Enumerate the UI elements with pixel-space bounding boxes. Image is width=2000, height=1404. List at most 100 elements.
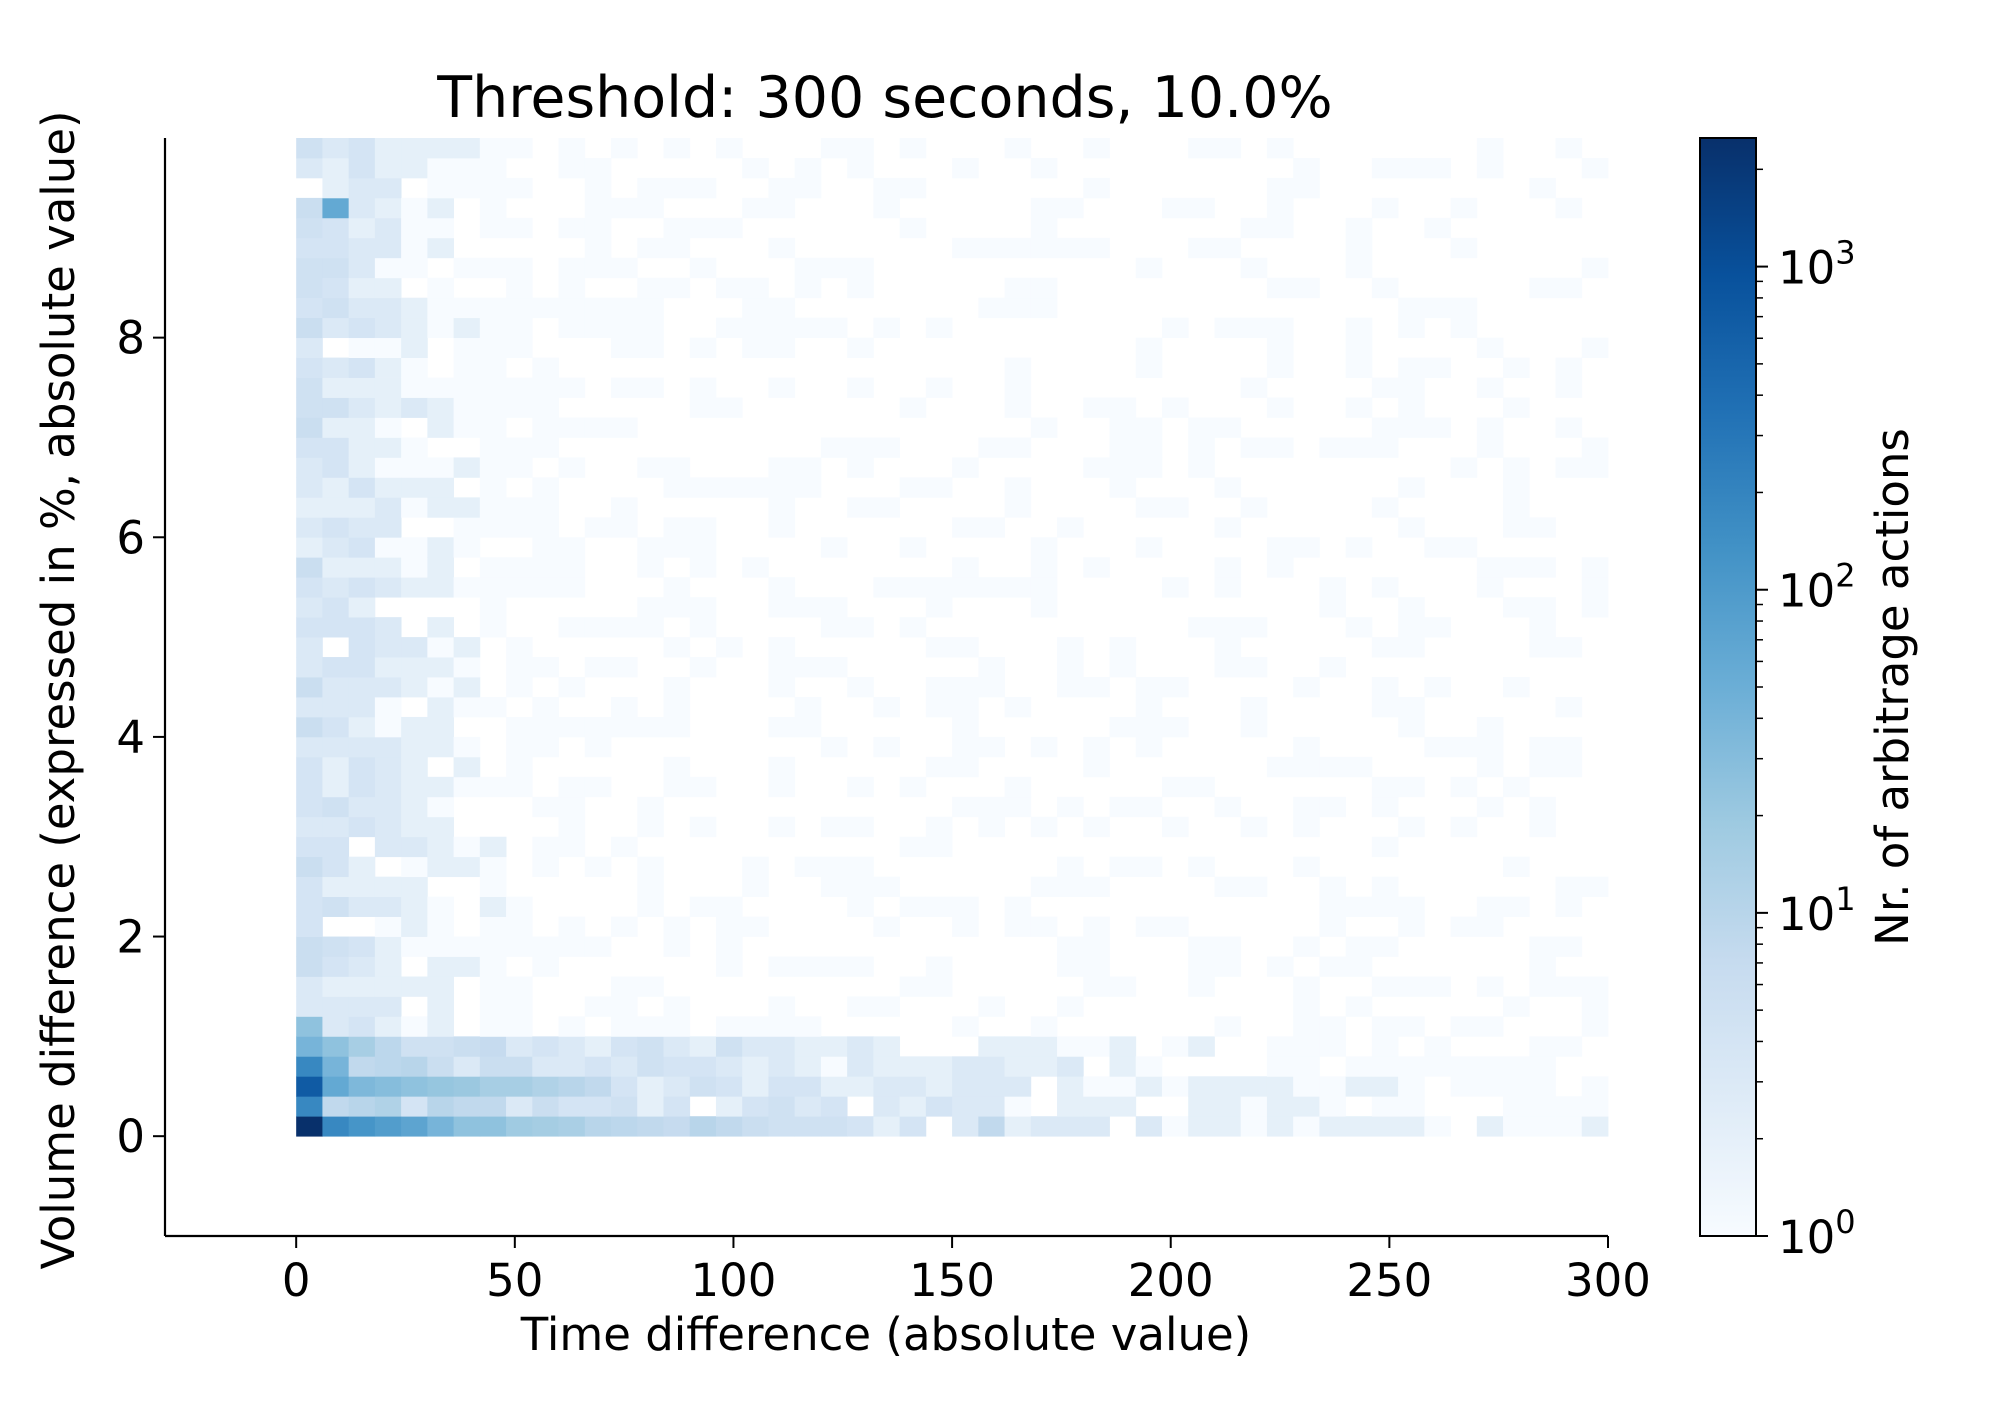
heatmap-cell [1581, 876, 1609, 898]
heatmap-cell [689, 337, 717, 358]
heatmap-cell [1057, 677, 1084, 698]
heatmap-cell [401, 257, 428, 279]
heatmap-cell [1083, 1036, 1110, 1057]
heatmap-cell [768, 457, 796, 478]
heatmap-cell [715, 138, 743, 159]
heatmap-cell [925, 836, 953, 858]
heatmap-cell [1293, 996, 1320, 1017]
heatmap-cell [689, 177, 717, 199]
heatmap-cell [558, 417, 586, 438]
heatmap-cell [348, 1056, 376, 1077]
y-axis-ticks: 0 2 4 6 8 [116, 312, 165, 1163]
heatmap-cell [1083, 916, 1110, 937]
heatmap-cell [348, 477, 376, 498]
heatmap-cell [1030, 577, 1058, 598]
heatmap-cell [374, 736, 402, 758]
heatmap-cell [847, 876, 874, 898]
heatmap-cell [1057, 197, 1084, 219]
heatmap-cell [558, 537, 586, 558]
heatmap-cell [374, 277, 402, 299]
heatmap-cell [348, 417, 376, 438]
heatmap-cell [820, 437, 848, 458]
heatmap-cell [453, 736, 481, 758]
heatmap-cell [873, 197, 901, 219]
heatmap-cell [742, 557, 769, 578]
heatmap-cell [689, 257, 717, 279]
heatmap-cell [637, 317, 664, 339]
heatmap-cell [794, 856, 822, 878]
heatmap-cell [322, 457, 350, 478]
heatmap-cell [1450, 916, 1478, 937]
heatmap-cell [715, 1056, 743, 1077]
heatmap-cell [820, 138, 848, 159]
heatmap-cell [532, 357, 559, 378]
heatmap-cell [427, 197, 454, 219]
heatmap-cell [689, 377, 717, 398]
heatmap-cell [1188, 1116, 1215, 1137]
heatmap-cell [952, 677, 979, 698]
heatmap-cell [611, 417, 638, 438]
heatmap-cell [1161, 1036, 1189, 1057]
heatmap-cell [322, 796, 350, 818]
heatmap-cell [296, 936, 323, 957]
heatmap-cell [742, 1036, 769, 1057]
heatmap-cell [820, 1056, 848, 1077]
heatmap-cell [1083, 1116, 1110, 1137]
heatmap-cell [506, 936, 533, 957]
heatmap-cell [584, 157, 612, 179]
heatmap-cell [637, 1016, 664, 1037]
heatmap-cell [453, 1096, 481, 1117]
heatmap-cell [374, 337, 402, 358]
heatmap-cell [637, 716, 664, 738]
x-tick-label: 0 [282, 1254, 311, 1307]
heatmap-cell [873, 177, 901, 199]
heatmap-cell [1345, 956, 1373, 977]
heatmap-cell [847, 1116, 874, 1137]
heatmap-cell [899, 1116, 927, 1137]
heatmap-cell [558, 157, 586, 179]
heatmap-cell [1293, 1036, 1320, 1057]
heatmap-cell [1188, 776, 1215, 798]
heatmap-cell [1319, 1036, 1347, 1057]
heatmap-cell [479, 317, 507, 339]
heatmap-cell [1004, 397, 1032, 418]
heatmap-cell [348, 936, 376, 957]
heatmap-cell [794, 257, 822, 279]
heatmap-cell [1214, 876, 1242, 898]
heatmap-cell [1398, 776, 1425, 798]
heatmap-cell [532, 856, 559, 878]
heatmap-cell [794, 657, 822, 678]
heatmap-cell [506, 517, 533, 538]
heatmap-cell [479, 577, 507, 598]
heatmap-cell [611, 836, 638, 858]
heatmap-cell [427, 776, 454, 798]
heatmap-cell [1581, 1076, 1609, 1097]
heatmap-cell [1030, 736, 1058, 758]
heatmap-cell [296, 756, 323, 778]
x-tick-label: 100 [691, 1254, 777, 1307]
heatmap-cell [427, 297, 454, 319]
heatmap-cell [1555, 876, 1583, 898]
heatmap-cell [506, 976, 533, 997]
heatmap-cell [637, 856, 664, 878]
heatmap-cell [1345, 1116, 1373, 1137]
heatmap-cell [1529, 1096, 1556, 1117]
heatmap-cell [1398, 377, 1425, 398]
heatmap-cell [453, 377, 481, 398]
heatmap-cell [1266, 1076, 1294, 1097]
heatmap-cell [1450, 736, 1478, 758]
heatmap-cell [427, 157, 454, 179]
heatmap-cell [427, 1096, 454, 1117]
heatmap-cell [506, 1036, 533, 1057]
heatmap-cell [1371, 1056, 1399, 1077]
heatmap-cell [401, 1116, 428, 1137]
heatmap-cell [1581, 1116, 1609, 1137]
x-tick-label: 200 [1128, 1254, 1214, 1307]
heatmap-cell [322, 716, 350, 738]
heatmap-cell [453, 257, 481, 279]
heatmap-cell [427, 497, 454, 518]
heatmap-cell [1266, 1056, 1294, 1077]
heatmap-cell [952, 896, 979, 917]
heatmap-cell [611, 197, 638, 219]
heatmap-cell [1319, 756, 1347, 778]
